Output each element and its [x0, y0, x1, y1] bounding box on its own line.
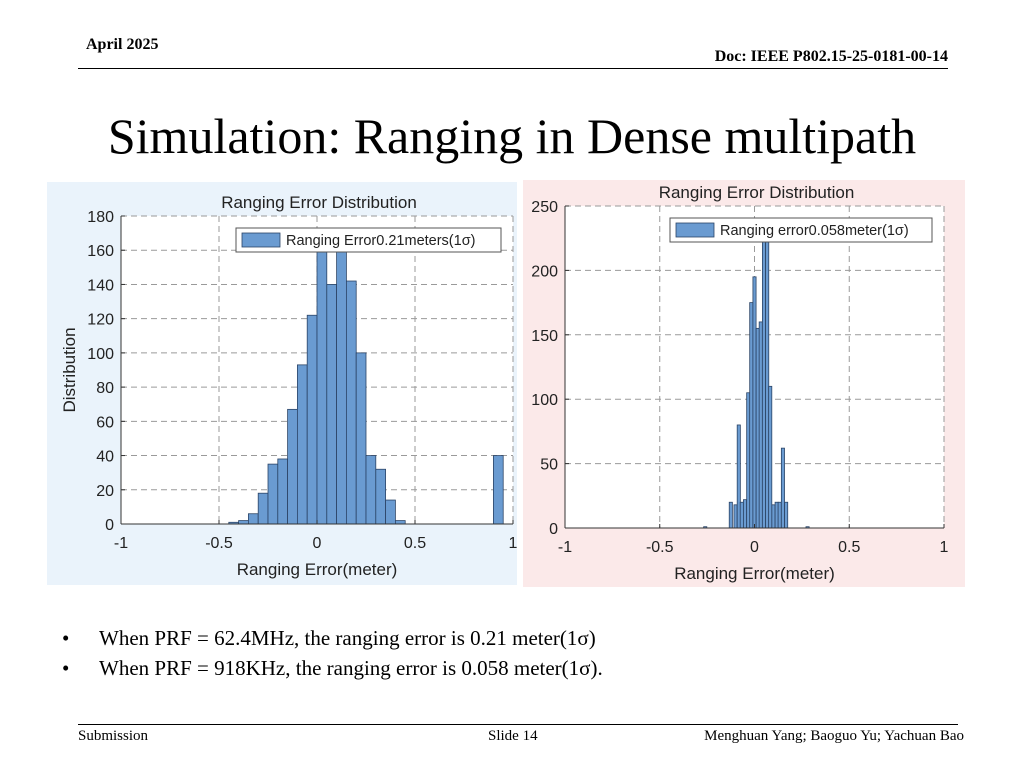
histogram-bar [345, 280, 357, 525]
histogram-bar [277, 458, 289, 525]
histogram-bar [728, 501, 733, 529]
histogram-bar [355, 352, 367, 525]
footer-divider [78, 724, 958, 725]
histogram-bar [257, 492, 269, 525]
left-chart-panel: -1 -0.5 0 0.5 1 0 20 40 60 80 100 120 140 160 180 Rangi… [47, 182, 517, 585]
y-tick-label: 40 [96, 449, 114, 466]
header-doc-id: Doc: IEEE P802.15-25-0181-00-14 [714, 48, 948, 65]
histogram-bar [287, 408, 298, 525]
x-axis-label: Ranging Error(meter) [674, 564, 835, 583]
x-tick-label: -0.5 [646, 539, 674, 556]
histogram-bar [306, 314, 318, 525]
chart-title: Ranging Error Distribution [221, 193, 417, 212]
x-tick-label: -1 [558, 539, 572, 556]
y-tick-label: 100 [531, 392, 558, 409]
y-tick-label: 0 [549, 521, 558, 538]
histogram-bar [365, 455, 377, 525]
histogram-bar [238, 520, 249, 525]
bullet-list: • When PRF = 62.4MHz, the ranging error i… [62, 623, 603, 683]
histogram-bar [375, 468, 386, 525]
histogram-bar [752, 276, 757, 529]
bullet-item: • When PRF = 62.4MHz, the ranging error i… [62, 626, 596, 650]
x-tick-label: 0.5 [404, 535, 426, 552]
x-tick-label: -0.5 [205, 535, 233, 552]
histogram-bar [749, 302, 754, 529]
left-ranging-error-histogram: -1 -0.5 0 0.5 1 0 20 40 60 80 100 120 140 160 180 Rangi… [47, 182, 517, 585]
histogram-bar [267, 463, 279, 525]
histogram-bar [733, 504, 738, 529]
x-tick-label: 1 [509, 535, 517, 552]
y-tick-label: 150 [531, 328, 558, 345]
y-tick-label: 80 [96, 380, 114, 397]
histogram-bar [296, 364, 308, 525]
x-axis-label: Ranging Error(meter) [237, 560, 398, 579]
chart-title: Ranging Error Distribution [659, 183, 855, 202]
slide-title: Simulation: Ranging in Dense multipath [107, 108, 917, 164]
y-tick-label: 140 [87, 277, 114, 294]
bullet-text: When PRF = 62.4MHz, the ranging error is… [99, 626, 596, 650]
y-tick-label: 0 [105, 517, 114, 534]
histogram-bar [758, 321, 763, 529]
right-chart-panel: -1 -0.5 0 0.5 1 0 50 100 150 200 250 Ranging Error … [523, 180, 965, 587]
histogram-bar [777, 501, 782, 529]
legend-label: Ranging Error0.21meters(1σ) [286, 233, 475, 249]
legend-label: Ranging error0.058meter(1σ) [720, 223, 909, 239]
y-tick-label: 100 [87, 346, 114, 363]
bullet-text: When PRF = 918KHz, the ranging error is … [99, 656, 603, 680]
x-tick-label: 1 [940, 539, 949, 556]
y-tick-label: 50 [540, 457, 558, 474]
histogram-bar [784, 501, 789, 529]
bullet-item: • When PRF = 918KHz, the ranging error is… [62, 656, 603, 680]
legend-swatch [675, 222, 715, 238]
y-tick-label: 60 [96, 414, 114, 431]
histogram-bar [247, 513, 259, 525]
histogram-bar [326, 284, 337, 525]
histogram-bar [385, 499, 396, 525]
histogram-bar [394, 520, 406, 525]
x-tick-label: 0.5 [838, 539, 860, 556]
histogram-bar [316, 232, 328, 525]
header-divider [78, 68, 948, 69]
y-tick-label: 20 [96, 483, 114, 500]
x-tick-label: 0 [313, 535, 322, 552]
histogram-bar [761, 237, 766, 529]
footer-submission: Submission [78, 728, 149, 744]
y-tick-label: 120 [87, 312, 114, 329]
y-tick-label: 160 [87, 243, 114, 260]
y-tick-label: 180 [87, 209, 114, 226]
histogram-bar [336, 241, 347, 525]
legend-swatch [241, 232, 281, 248]
y-tick-label: 200 [531, 263, 558, 280]
y-tick-label: 250 [531, 199, 558, 216]
footer-slide-number: Slide 14 [488, 728, 538, 744]
histogram-bar [739, 501, 744, 529]
histogram-bar [771, 504, 776, 529]
header-date: April 2025 [86, 36, 159, 53]
histogram-bar [492, 455, 504, 525]
x-tick-label: -1 [114, 535, 128, 552]
histogram-bar [768, 385, 773, 529]
legend-box [235, 227, 502, 253]
y-axis-label: Distribution [60, 327, 79, 412]
histogram-bar [743, 499, 748, 529]
x-tick-label: 0 [750, 539, 759, 556]
footer-authors: Menghuan Yang; Baoguo Yu; Yachuan Bao [704, 728, 964, 744]
right-ranging-error-histogram: -1 -0.5 0 0.5 1 0 50 100 150 200 250 Ranging Error … [523, 180, 965, 587]
histogram-bar [780, 447, 785, 529]
